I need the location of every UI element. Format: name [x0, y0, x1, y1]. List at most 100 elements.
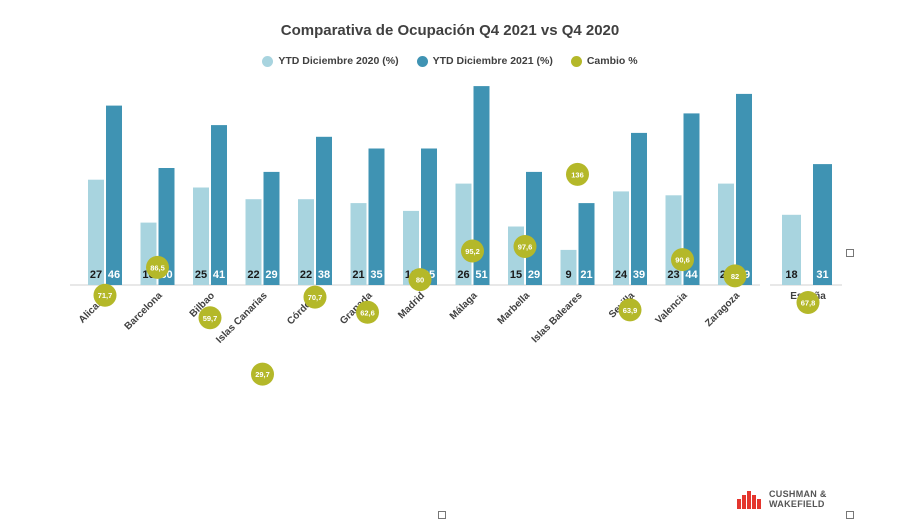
legend-label-change: Cambio %	[586, 55, 638, 67]
data-label-2021: 35	[370, 269, 382, 281]
bar-2021	[368, 148, 385, 285]
bar-2020	[298, 199, 314, 285]
logo-line-2: WAKEFIELD	[769, 499, 825, 509]
bar-2021	[211, 125, 227, 285]
bar-2020	[613, 191, 629, 285]
change-label: 86,5	[150, 263, 165, 272]
change-bubble	[146, 255, 169, 279]
change-label: 62,6	[360, 308, 375, 317]
chart-legend: YTD Diciembre 2020 (%) YTD Diciembre 202…	[0, 55, 900, 67]
change-bubble	[671, 248, 694, 272]
data-label-2021-total: 31	[816, 269, 828, 281]
data-label-2020: 15	[510, 269, 522, 281]
bar-2021-total	[813, 164, 832, 285]
data-label-2020: 22	[247, 269, 259, 281]
chart-title: Comparativa de Ocupación Q4 2021 vs Q4 2…	[280, 22, 620, 39]
change-bubble	[198, 306, 222, 330]
legend-swatch-change	[570, 55, 582, 67]
data-label-2021: 41	[213, 269, 225, 281]
change-label: 97,6	[518, 243, 533, 252]
category-label: Islas Canarias	[214, 290, 270, 346]
selection-handle-right	[846, 249, 854, 257]
change-label: 90,6	[675, 256, 690, 265]
category-label: Islas Baleares	[530, 290, 585, 345]
legend-item-2020: YTD Diciembre 2020 (%)	[262, 55, 399, 67]
data-label-2021: 38	[318, 269, 330, 281]
data-label-2020-total: 18	[785, 269, 797, 281]
cushman-wakefield-logo: CUSHMAN & WAKEFIELD	[737, 489, 827, 509]
data-label-2020: 22	[300, 269, 312, 281]
change-bubble	[93, 283, 117, 307]
category-label: Zaragoza	[703, 290, 742, 329]
category-label: Madrid	[396, 290, 427, 321]
category-label: Barcelona	[123, 290, 165, 332]
change-bubble	[303, 285, 327, 309]
legend-label-2020: YTD Diciembre 2020 (%)	[278, 55, 399, 67]
data-label-2020: 21	[352, 269, 364, 281]
logo-text: CUSHMAN & WAKEFIELD	[769, 489, 827, 509]
data-label-2020: 27	[90, 269, 102, 281]
bar-2021	[263, 171, 280, 285]
bar-2020	[193, 187, 209, 285]
bar-2021	[158, 168, 175, 285]
change-label: 95,2	[465, 247, 480, 256]
bar-2020	[88, 179, 104, 285]
change-label: 80	[416, 276, 424, 285]
bar-2020	[350, 203, 367, 285]
bar-2020	[403, 210, 419, 285]
change-bubble	[618, 298, 642, 322]
data-label-2020: 24	[615, 269, 628, 281]
bar-2021	[736, 93, 752, 286]
data-label-2021: 51	[475, 269, 487, 281]
change-bubble	[461, 239, 484, 263]
bar-2021	[316, 136, 332, 285]
selection-handle-bottom-left	[438, 511, 446, 519]
data-label-2021: 29	[265, 269, 277, 281]
data-label-2021: 44	[685, 269, 698, 281]
category-label: Málaga	[448, 290, 480, 322]
data-label-2020: 23	[667, 269, 679, 281]
change-label-total: 67,8	[801, 299, 816, 308]
legend-swatch-2020	[262, 55, 274, 67]
bar-2020	[245, 199, 262, 285]
data-label-2020: 26	[457, 269, 469, 281]
category-label: Marbella	[496, 290, 533, 327]
bar-2021	[421, 148, 437, 285]
data-label-2021: 46	[108, 269, 120, 281]
change-bubble	[513, 235, 537, 259]
bar-2021	[578, 203, 595, 285]
legend-swatch-2021	[416, 55, 428, 67]
selection-handle-bottom-right	[846, 511, 854, 519]
legend-item-change: Cambio %	[570, 55, 638, 67]
change-label: 71,7	[98, 291, 113, 300]
legend-label-2021: YTD Diciembre 2021 (%)	[432, 55, 553, 67]
legend-item-2021: YTD Diciembre 2021 (%)	[416, 55, 553, 67]
change-bubble	[723, 264, 747, 288]
data-label-2020: 9	[565, 269, 571, 281]
logo-line-1: CUSHMAN &	[769, 489, 827, 499]
change-bubble	[408, 268, 432, 292]
change-bubble	[356, 300, 379, 324]
bar-2021	[683, 113, 700, 286]
change-label: 29,7	[255, 370, 270, 379]
change-label: 82	[731, 272, 739, 281]
change-label: 63,9	[623, 306, 638, 315]
bar-2021	[631, 132, 647, 285]
logo-bars-icon	[737, 491, 761, 509]
change-label: 70,7	[308, 293, 323, 302]
bar-2021	[106, 105, 122, 285]
change-bubble	[566, 162, 589, 186]
data-label-2021: 39	[633, 269, 645, 281]
change-label: 59,7	[203, 314, 218, 323]
change-bubble	[251, 362, 274, 386]
bar-2020-total	[782, 214, 801, 285]
data-label-2020: 25	[195, 269, 207, 281]
change-label: 136	[571, 170, 584, 179]
category-label: Valencia	[654, 290, 690, 326]
bar-2020	[718, 183, 734, 285]
data-label-2021: 21	[580, 269, 592, 281]
bar-2020	[560, 249, 577, 285]
data-label-2021: 29	[528, 269, 540, 281]
bar-2021	[473, 86, 490, 285]
